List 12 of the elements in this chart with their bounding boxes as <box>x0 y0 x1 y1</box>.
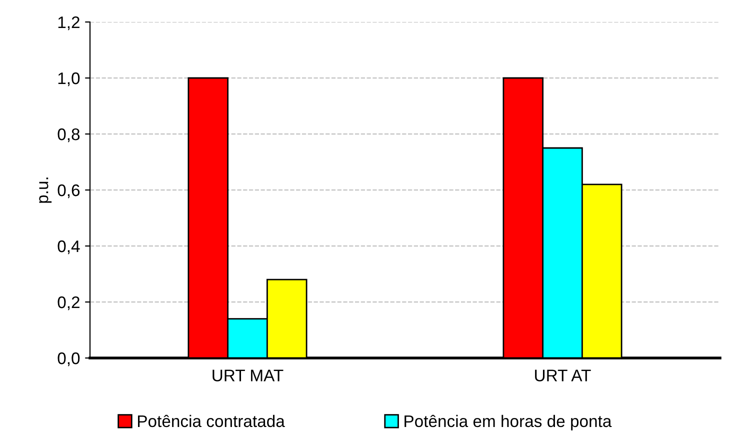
y-tick-label: 0,6 <box>58 184 80 198</box>
legend-label: Potência em horas de ponta <box>404 414 612 430</box>
x-tick-label: URT MAT <box>212 370 284 382</box>
y-tick-label: 0,4 <box>58 240 80 254</box>
y-tick-label: 0,0 <box>58 352 80 366</box>
x-tick-label: URT AT <box>535 370 591 382</box>
y-tick-label: 1,2 <box>58 16 80 30</box>
y-axis-title: p.u. <box>39 178 52 203</box>
y-tick-label: 0,8 <box>58 128 80 142</box>
y-tick-label: 0,2 <box>58 296 80 310</box>
y-tick-label: 1,0 <box>58 72 80 86</box>
legend-label: Potência contratada <box>138 414 285 428</box>
